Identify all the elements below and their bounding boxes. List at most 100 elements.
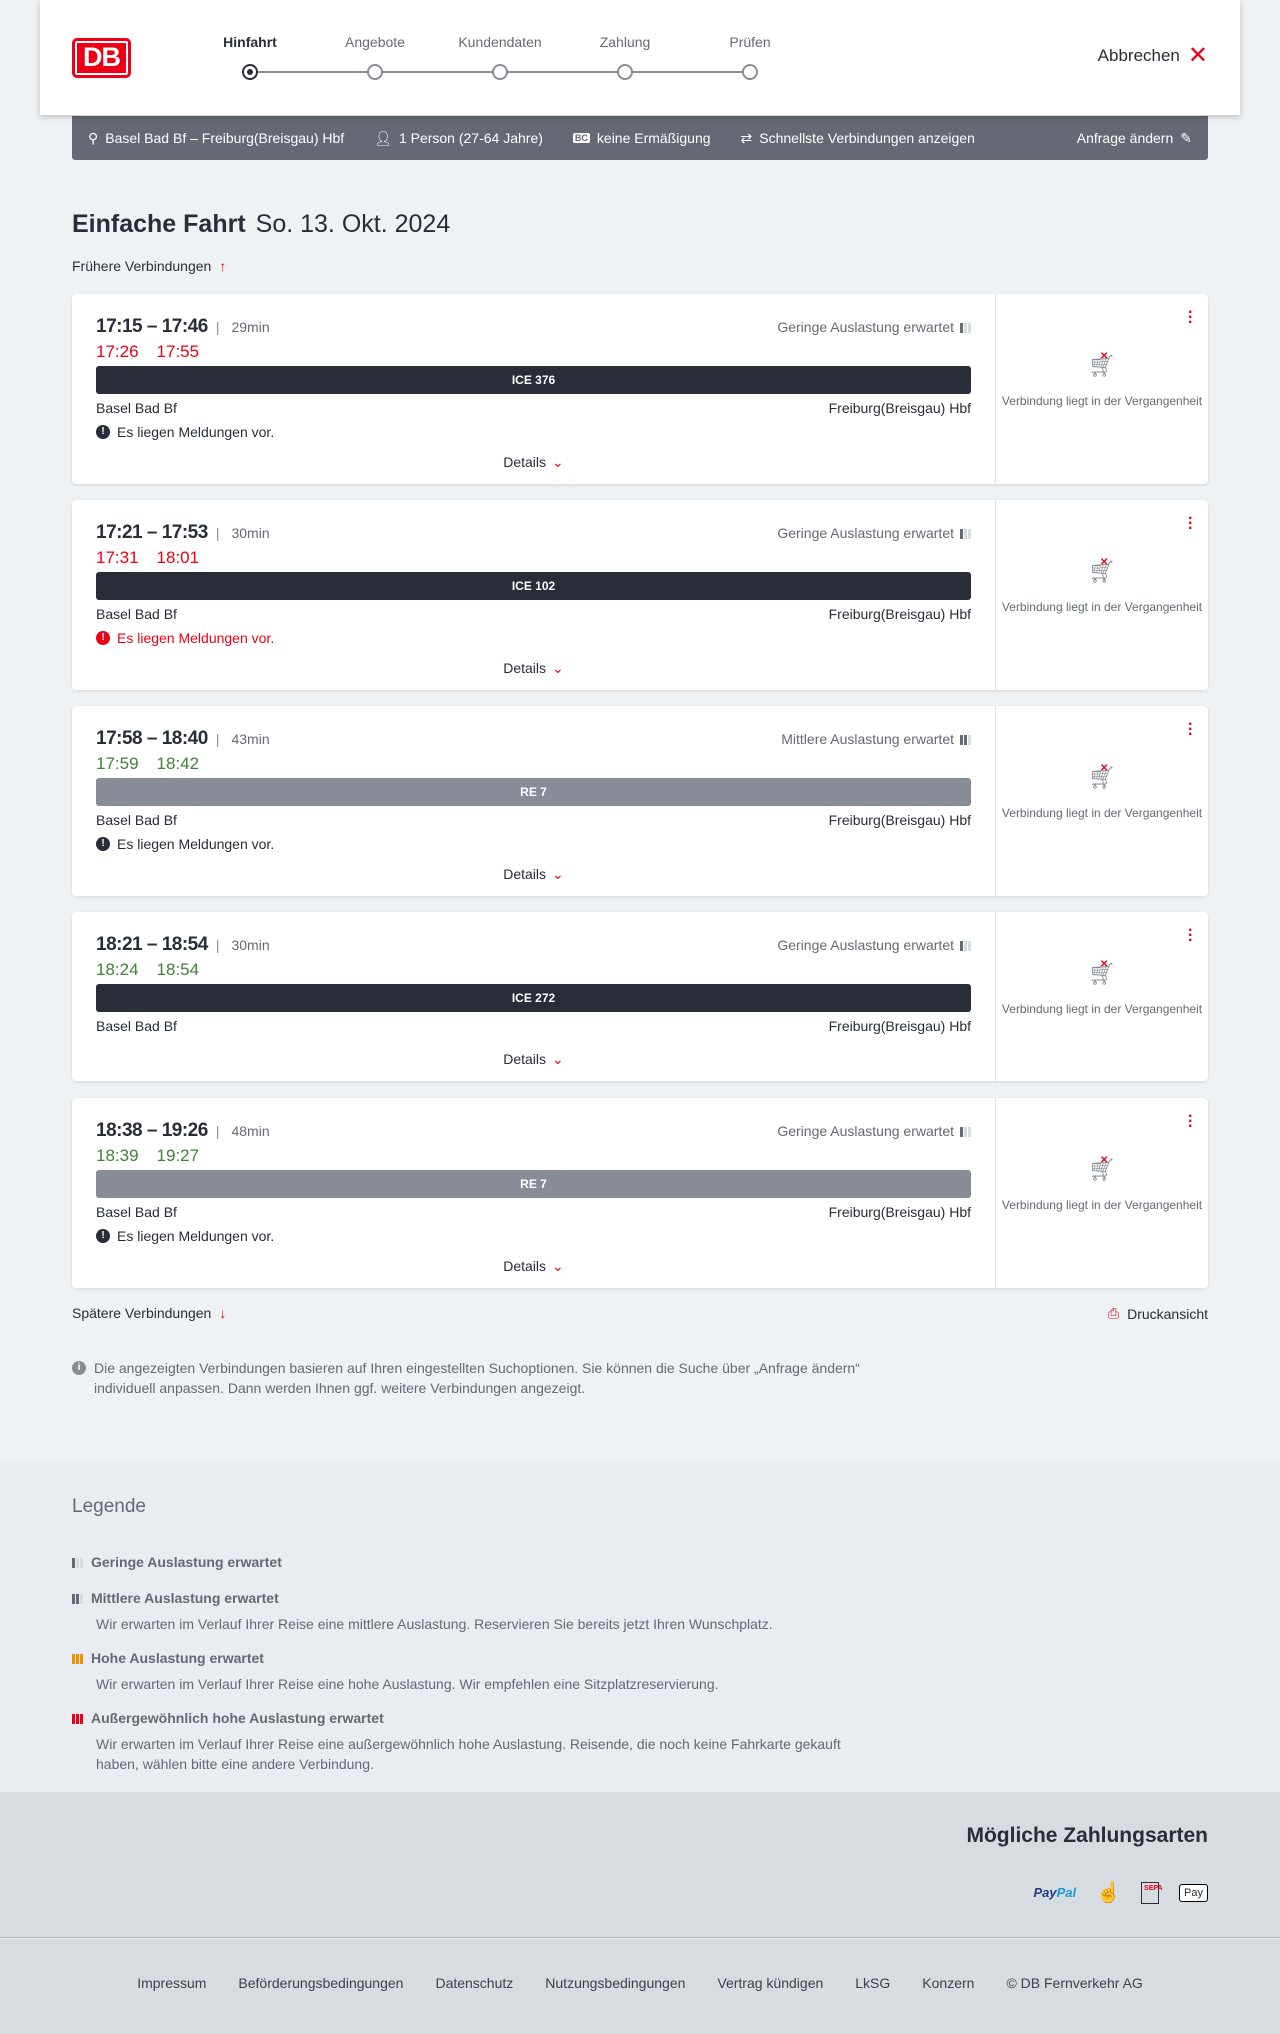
train-bar[interactable]: ICE 376 [96,366,971,394]
occupancy: Geringe Auslastung erwartet [777,1123,971,1139]
message-text: Es liegen Meldungen vor. [117,630,275,646]
legend-item: Geringe Auslastung erwartet [72,1554,872,1570]
discount: keine Ermäßigung [596,130,711,146]
realtime-departure: 18:39 [96,1146,139,1165]
footer-link-konzern[interactable]: Konzern [922,1975,975,1991]
more-options-icon[interactable]: · · · [1188,1108,1194,1135]
chevron-down-icon: ⌄ [552,660,564,676]
realtime-times: 17:59 18:42 [96,754,217,774]
arrow-up-icon: ↑ [219,258,227,274]
footer-link-befoerderungsbedingungen[interactable]: Beförderungsbedingungen [238,1975,404,1991]
trip-type: Einfache Fahrt [72,210,246,238]
realtime-arrival: 17:55 [156,342,200,361]
connection-card[interactable]: 17:58 – 18:40 43min 17:59 18:42 Mittlere A… [72,706,1208,896]
occupancy-icon [72,1592,83,1604]
details-label: Details [503,1051,547,1067]
more-options-icon[interactable]: · · · [1188,304,1194,331]
arrival-station: Freiburg(Breisgau) Hbf [828,1204,971,1220]
occupancy-icon [72,1652,83,1664]
past-connection-note: Verbindung liegt in der Vergangenheit [1001,1001,1203,1016]
past-connection-note: Verbindung liegt in der Vergangenheit [1001,394,1203,408]
connection-card[interactable]: 18:21 – 18:54 30min 18:24 18:54 Geringe Au… [72,912,1208,1081]
header: DB Hinfahrt Angebote Kundendaten Zahlung… [40,0,1240,115]
details-label: Details [503,454,547,470]
later-label: Spätere Verbindungen [72,1305,212,1321]
occupancy-icon [960,321,971,333]
cancel-label: Abbrechen [1097,46,1180,65]
step-dot [492,64,508,80]
cancel-button[interactable]: Abbrechen ✕ [1097,42,1208,69]
earlier-label: Frühere Verbindungen [72,258,212,274]
train-bar[interactable]: RE 7 [96,778,971,806]
occupancy-icon [960,1125,971,1137]
footer-link-datenschutz[interactable]: Datenschutz [435,1975,514,1991]
more-options-icon[interactable]: · · · [1188,510,1194,537]
step-dot-active [242,64,258,80]
details-toggle[interactable]: Details ⌄ [72,454,995,471]
close-icon: ✕ [1187,42,1208,69]
message-text: Es liegen Meldungen vor. [117,836,275,852]
departure-station: Basel Bad Bf [96,400,177,416]
connection-card[interactable]: 17:15 – 17:46 29min 17:26 17:55 Geringe Au… [72,294,1208,484]
footer-link-vertrag-kuendigen[interactable]: Vertrag kündigen [717,1975,824,1991]
arrival-station: Freiburg(Breisgau) Hbf [828,812,971,828]
planned-times: 18:21 – 18:54 30min [96,934,270,956]
more-options-icon[interactable]: · · · [1188,922,1194,949]
details-label: Details [503,866,547,882]
cart-disabled-icon: 🛒︎ ✕ [1088,557,1116,584]
train-bar[interactable]: RE 7 [96,1170,971,1198]
paypal-icon: PayPal [1033,1885,1077,1900]
person-icon: 👤︎ [374,129,392,146]
realtime-departure: 17:31 [96,548,139,567]
time-range: 17:15 – 17:46 [96,316,208,337]
details-label: Details [503,1258,547,1274]
earlier-connections-link[interactable]: Frühere Verbindungen ↑ [72,258,226,274]
edit-request-button[interactable]: Anfrage ändern ✎ [1077,130,1192,147]
time-range: 17:58 – 18:40 [96,728,208,749]
details-toggle[interactable]: Details ⌄ [72,866,995,883]
planned-times: 17:58 – 18:40 43min [96,728,270,750]
more-options-icon[interactable]: · · · [1188,716,1194,743]
realtime-arrival: 18:42 [156,754,200,773]
print-view-link[interactable]: ⎙ Druckansicht [1108,1305,1208,1322]
message-notice: ! Es liegen Meldungen vor. [96,630,274,646]
departure-station: Basel Bad Bf [96,1204,177,1220]
booking-panel: · · · 🛒︎ ✕ Verbindung liegt in der Vergange… [995,500,1208,690]
details-toggle[interactable]: Details ⌄ [72,660,995,677]
later-connections-link[interactable]: Spätere Verbindungen ↓ [72,1305,226,1321]
step-angebote: Angebote [345,34,405,50]
footer-link-impressum[interactable]: Impressum [137,1975,207,1991]
message-notice: ! Es liegen Meldungen vor. [96,836,274,852]
footer: Impressum Beförderungsbedingungen Datens… [0,1939,1280,2034]
bahncard-icon: BC [572,133,590,143]
details-toggle[interactable]: Details ⌄ [72,1258,995,1275]
train-bar[interactable]: ICE 102 [96,572,971,600]
details-toggle[interactable]: Details ⌄ [72,1051,995,1068]
search-summary-bar: ⚲ Basel Bad Bf – Freiburg(Breisgau) Hbf 👤… [72,116,1208,160]
print-label: Druckansicht [1127,1305,1208,1322]
connection-card[interactable]: 17:21 – 17:53 30min 17:31 18:01 Geringe Au… [72,500,1208,690]
fastest-connections: Schnellste Verbindungen anzeigen [759,130,975,146]
duration: 30min [216,525,270,541]
occupancy-icon [960,527,971,539]
legend-label: Mittlere Auslastung erwartet [91,1590,279,1606]
location-pin-icon: ⚲ [88,129,99,146]
db-logo[interactable]: DB [72,38,131,78]
duration: 43min [216,731,270,747]
message-notice: ! Es liegen Meldungen vor. [96,424,274,440]
legend-label: Außergewöhnlich hohe Auslastung erwartet [91,1710,384,1726]
realtime-times: 18:24 18:54 [96,960,217,980]
connection-card[interactable]: 18:38 – 19:26 48min 18:39 19:27 Geringe Au… [72,1098,1208,1288]
cart-disabled-icon: 🛒︎ ✕ [1088,1155,1116,1182]
train-bar[interactable]: ICE 272 [96,984,971,1012]
duration: 30min [216,937,270,953]
connection-main: 17:21 – 17:53 30min 17:31 18:01 Geringe Au… [72,500,995,690]
time-range: 17:21 – 17:53 [96,522,208,543]
time-range: 18:21 – 18:54 [96,934,208,955]
exclamation-icon: ! [96,425,110,439]
payment-section: Mögliche Zahlungsarten PayPal ☝ SEPA Pay [0,1792,1280,1938]
occupancy-icon [960,939,971,951]
footer-link-lksg[interactable]: LkSG [855,1975,891,1991]
passengers: 1 Person (27-64 Jahre) [398,130,543,146]
footer-link-nutzungsbedingungen[interactable]: Nutzungsbedingungen [545,1975,686,1991]
